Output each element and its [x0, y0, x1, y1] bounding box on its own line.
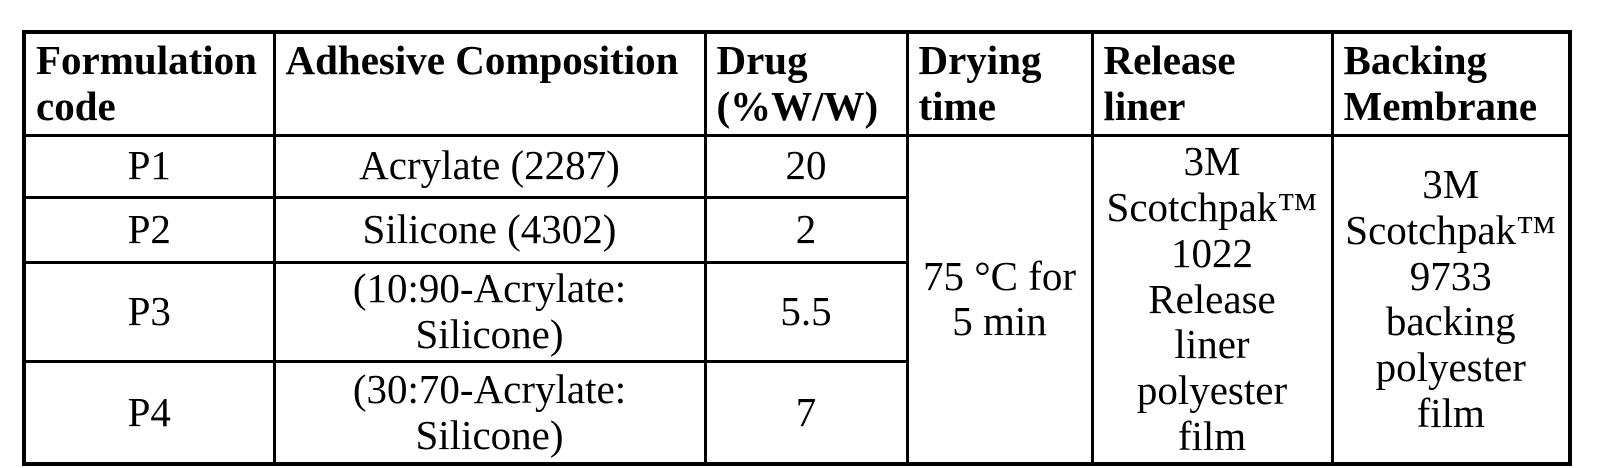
table-row-p1: P1 Acrylate (2287) 20 75 °C for 5 min 3M…: [22, 133, 1572, 466]
table-row-p3: P3 (10:90-Acrylate: Silicone) 5.5: [22, 261, 1570, 364]
header-adhesive-composition: Adhesive Composition: [272, 30, 707, 137]
cell-p4-drug: 7: [703, 360, 909, 466]
formulation-table: Formulation code Adhesive Composition Dr…: [22, 30, 1572, 467]
table-header-row: Formulation code Adhesive Composition Dr…: [22, 30, 1572, 137]
cell-p2-drug: 2: [703, 195, 909, 265]
cell-drying-time-merged: 75 °C for 5 min: [905, 133, 1094, 466]
cell-p4-adhesive: (30:70-Acrylate: Silicone): [272, 360, 707, 466]
cell-p2-code: P2: [22, 195, 276, 265]
cell-release-liner-merged: 3M Scotchpak™ 1022 Release liner polyest…: [1090, 133, 1334, 466]
cell-p1-drug: 20: [703, 133, 909, 200]
cell-p4-code: P4: [22, 360, 276, 466]
header-backing-membrane: Backing Membrane: [1330, 30, 1572, 137]
cell-p3-code: P3: [22, 261, 276, 364]
table-row-p4: P4 (30:70-Acrylate: Silicone) 7: [22, 360, 1570, 466]
table-row-p2: P2 Silicone (4302) 2: [22, 195, 1570, 265]
cell-p3-drug: 5.5: [703, 261, 909, 364]
cell-p1-code: P1: [22, 133, 276, 200]
header-drying-time: Drying time: [905, 30, 1094, 137]
header-drug-percent: Drug (%W/W): [703, 30, 909, 137]
cell-p2-adhesive: Silicone (4302): [272, 195, 707, 265]
cell-p3-adhesive: (10:90-Acrylate: Silicone): [272, 261, 707, 364]
header-release-liner: Release liner: [1090, 30, 1334, 137]
header-formulation-code: Formulation code: [22, 30, 276, 137]
cell-p1-adhesive: Acrylate (2287): [272, 133, 707, 200]
cell-backing-membrane-merged: 3M Scotchpak™ 9733 backing polyester fil…: [1330, 133, 1572, 466]
